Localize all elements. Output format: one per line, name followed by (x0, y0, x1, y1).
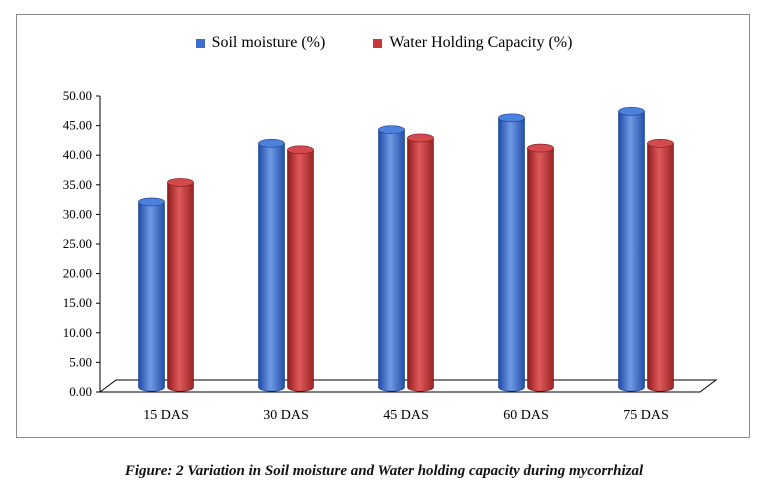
bar-water-holding-capacity-75-das (647, 139, 674, 392)
legend-swatch-water-holding-capacity (373, 38, 383, 48)
bar-water-holding-capacity-15-das (167, 178, 194, 392)
y-tick-label: 0.00 (69, 384, 92, 399)
y-tick-label: 5.00 (69, 354, 92, 369)
bar-soil-moisture-30-das (258, 139, 285, 392)
legend-item-water-holding-capacity: Water Holding Capacity (%) (373, 34, 572, 52)
y-tick-label: 50.00 (63, 88, 92, 103)
bar-soil-moisture-15-das (138, 197, 165, 392)
bar-soil-moisture-75-das (618, 107, 645, 392)
bar-soil-moisture-45-das (378, 125, 405, 392)
y-tick-label: 25.00 (63, 236, 92, 251)
legend-label-water-holding-capacity: Water Holding Capacity (%) (389, 34, 573, 51)
legend-swatch-soil-moisture (195, 38, 205, 48)
bar-water-holding-capacity-30-das (287, 145, 314, 392)
bar-water-holding-capacity-45-das (407, 133, 434, 392)
x-tick-label: 15 DAS (143, 408, 189, 423)
y-tick-label: 40.00 (63, 147, 92, 162)
x-tick-label: 30 DAS (263, 408, 309, 423)
y-tick-label: 15.00 (63, 295, 92, 310)
y-tick-label: 10.00 (63, 325, 92, 340)
y-tick-label: 35.00 (63, 177, 92, 192)
bar-water-holding-capacity-60-das (527, 143, 554, 392)
legend-label-soil-moisture: Soil moisture (%) (211, 34, 326, 51)
y-tick-label: 30.00 (63, 206, 92, 221)
x-tick-label: 45 DAS (383, 408, 429, 423)
bar-soil-moisture-60-das (498, 113, 525, 392)
x-tick-label: 60 DAS (503, 408, 549, 423)
figure-caption: Figure: 2 Variation in Soil moisture and… (124, 463, 644, 479)
legend: Soil moisture (%) Water Holding Capacity… (0, 34, 768, 52)
x-tick-label: 75 DAS (623, 408, 669, 423)
y-tick-label: 20.00 (63, 266, 92, 281)
y-tick-label: 45.00 (63, 118, 92, 133)
legend-item-soil-moisture: Soil moisture (%) (195, 34, 326, 52)
